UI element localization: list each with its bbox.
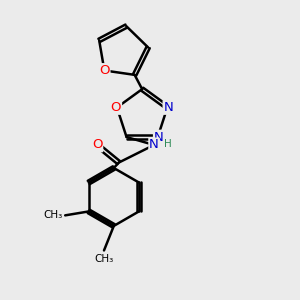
Text: O: O bbox=[99, 64, 110, 77]
Text: O: O bbox=[111, 101, 121, 114]
Text: H: H bbox=[164, 139, 172, 149]
Text: N: N bbox=[154, 130, 164, 144]
Text: CH₃: CH₃ bbox=[94, 254, 114, 264]
Text: N: N bbox=[149, 138, 159, 152]
Text: CH₃: CH₃ bbox=[43, 210, 62, 220]
Text: N: N bbox=[164, 101, 173, 114]
Text: O: O bbox=[92, 138, 102, 152]
